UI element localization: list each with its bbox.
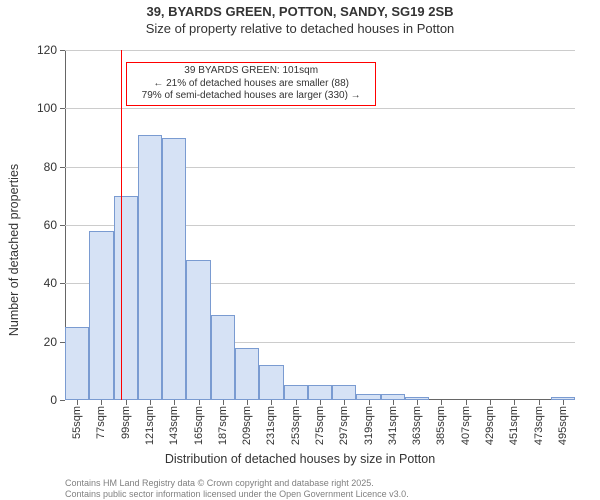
y-tick-label: 80	[44, 160, 65, 174]
chart-title: 39, BYARDS GREEN, POTTON, SANDY, SG19 2S…	[0, 4, 600, 21]
x-tick-label: 385sqm	[435, 406, 447, 445]
x-tick-mark	[320, 400, 321, 405]
x-tick-label: 77sqm	[95, 406, 107, 439]
footnote-line: Contains HM Land Registry data © Crown c…	[65, 478, 409, 489]
histogram-bar	[211, 315, 235, 400]
x-tick-mark	[344, 400, 345, 405]
histogram-bar	[235, 348, 259, 401]
chart-subtitle: Size of property relative to detached ho…	[0, 21, 600, 38]
x-tick-mark	[271, 400, 272, 405]
x-tick-mark	[150, 400, 151, 405]
x-tick-label: 341sqm	[387, 406, 399, 445]
x-tick-mark	[174, 400, 175, 405]
footnote: Contains HM Land Registry data © Crown c…	[65, 478, 409, 500]
x-tick-mark	[563, 400, 564, 405]
y-tick-label: 40	[44, 276, 65, 290]
annotation-line: 39 BYARDS GREEN: 101sqm	[131, 65, 371, 78]
x-tick-mark	[441, 400, 442, 405]
y-tick-label: 100	[37, 101, 65, 115]
x-tick-label: 55sqm	[71, 406, 83, 439]
x-tick-label: 143sqm	[168, 406, 180, 445]
histogram-bar	[308, 385, 332, 400]
chart-container: 39, BYARDS GREEN, POTTON, SANDY, SG19 2S…	[0, 0, 600, 500]
annotation-line: ← 21% of detached houses are smaller (88…	[131, 78, 371, 91]
title-area: 39, BYARDS GREEN, POTTON, SANDY, SG19 2S…	[0, 4, 600, 38]
x-tick-mark	[223, 400, 224, 405]
histogram-bar	[89, 231, 113, 400]
gridline	[65, 108, 575, 109]
x-tick-label: 165sqm	[193, 406, 205, 445]
x-tick-mark	[393, 400, 394, 405]
x-tick-label: 275sqm	[314, 406, 326, 445]
x-tick-label: 253sqm	[290, 406, 302, 445]
x-tick-label: 363sqm	[411, 406, 423, 445]
x-tick-label: 99sqm	[120, 406, 132, 439]
y-axis-label: Number of detached properties	[7, 164, 21, 336]
histogram-bar	[65, 327, 89, 400]
histogram-bar	[284, 385, 308, 400]
plot-area: 02040608010012055sqm77sqm99sqm121sqm143s…	[65, 50, 575, 400]
x-tick-label: 121sqm	[144, 406, 156, 445]
x-tick-label: 319sqm	[363, 406, 375, 445]
x-tick-mark	[514, 400, 515, 405]
x-tick-label: 187sqm	[217, 406, 229, 445]
x-tick-mark	[247, 400, 248, 405]
x-axis-label: Distribution of detached houses by size …	[0, 452, 600, 466]
histogram-bar	[259, 365, 283, 400]
x-tick-mark	[490, 400, 491, 405]
y-tick-label: 20	[44, 335, 65, 349]
x-tick-mark	[417, 400, 418, 405]
x-tick-mark	[199, 400, 200, 405]
annotation-line: 79% of semi-detached houses are larger (…	[131, 90, 371, 103]
x-tick-label: 231sqm	[265, 406, 277, 445]
y-tick-label: 60	[44, 218, 65, 232]
x-tick-label: 495sqm	[557, 406, 569, 445]
reference-line	[121, 50, 122, 400]
histogram-bar	[114, 196, 138, 400]
x-tick-mark	[101, 400, 102, 405]
x-tick-mark	[369, 400, 370, 405]
gridline	[65, 50, 575, 51]
histogram-bar	[332, 385, 356, 400]
x-tick-mark	[77, 400, 78, 405]
y-tick-label: 0	[50, 393, 65, 407]
x-tick-mark	[296, 400, 297, 405]
x-tick-mark	[539, 400, 540, 405]
histogram-bar	[138, 135, 162, 400]
x-tick-label: 451sqm	[508, 406, 520, 445]
x-tick-label: 407sqm	[460, 406, 472, 445]
x-tick-mark	[126, 400, 127, 405]
histogram-bar	[162, 138, 186, 401]
x-tick-label: 297sqm	[338, 406, 350, 445]
x-tick-label: 429sqm	[484, 406, 496, 445]
footnote-line: Contains public sector information licen…	[65, 489, 409, 500]
histogram-bar	[186, 260, 210, 400]
x-tick-mark	[466, 400, 467, 405]
x-tick-label: 209sqm	[241, 406, 253, 445]
y-tick-label: 120	[37, 43, 65, 57]
x-tick-label: 473sqm	[533, 406, 545, 445]
annotation-box: 39 BYARDS GREEN: 101sqm← 21% of detached…	[126, 62, 376, 106]
